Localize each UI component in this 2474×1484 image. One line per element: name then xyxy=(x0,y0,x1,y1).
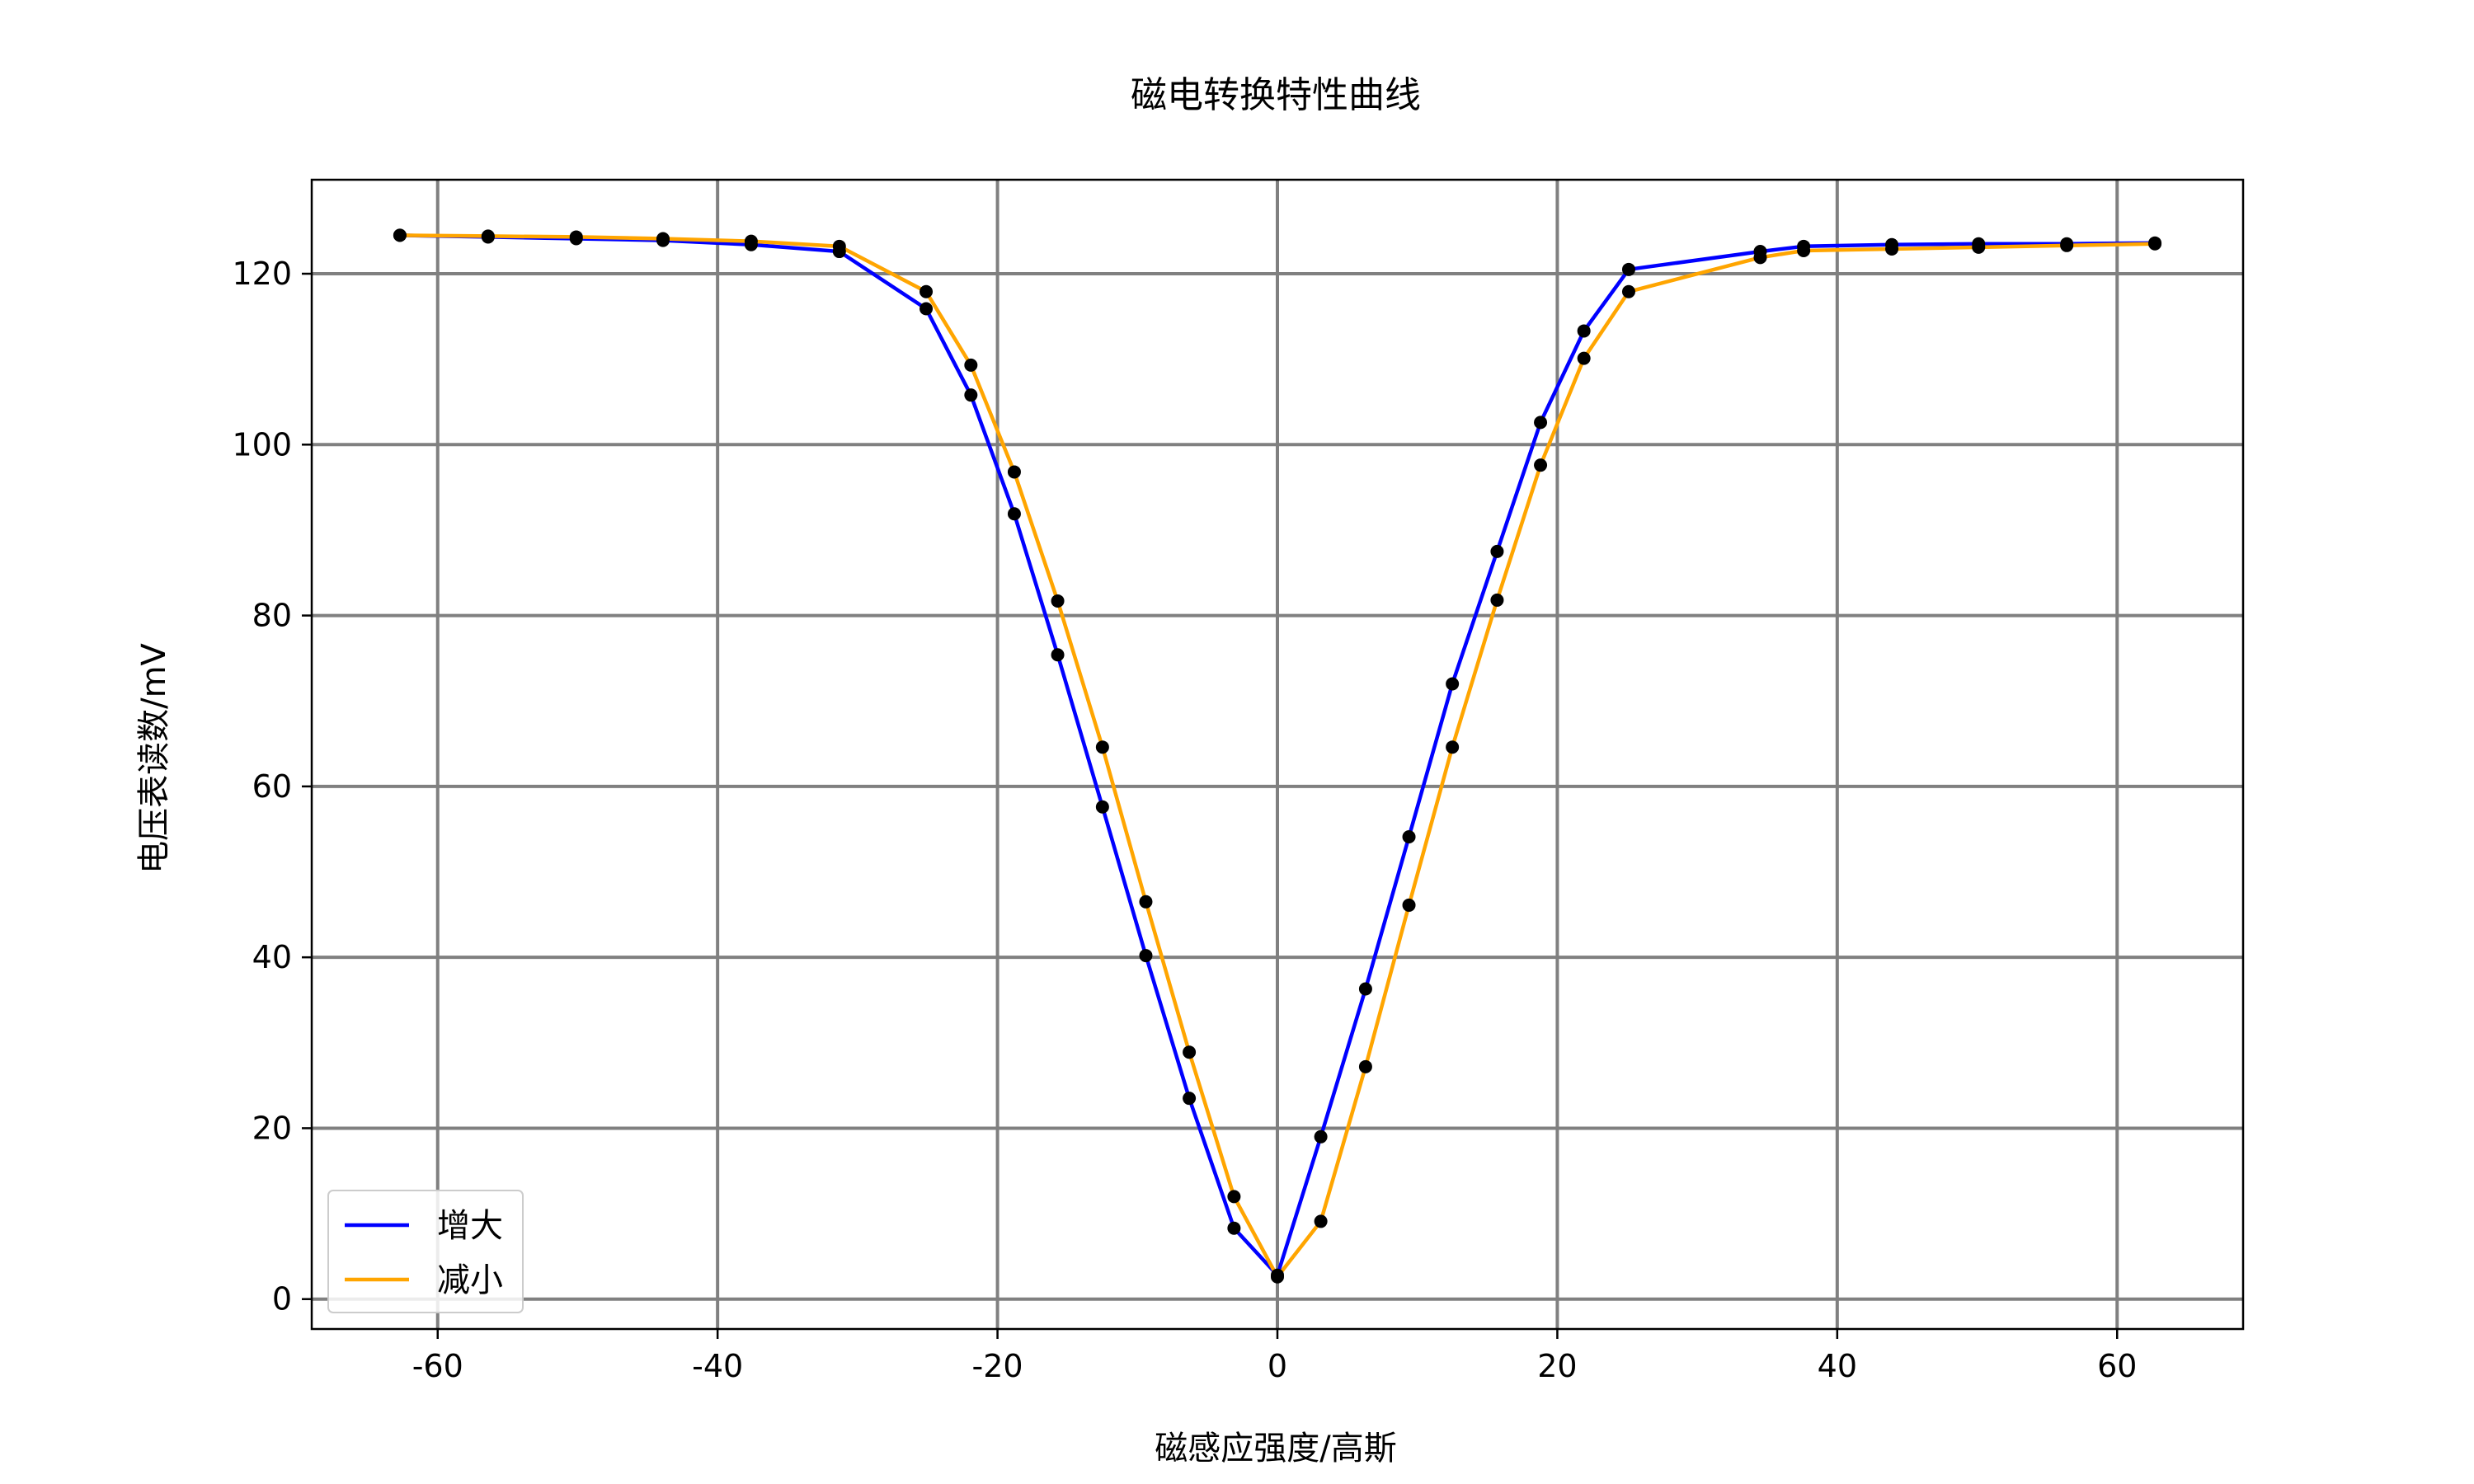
chart-title: 磁电转换特性曲线 xyxy=(1131,74,1421,116)
data-point xyxy=(1227,1190,1241,1204)
data-point xyxy=(1358,1059,1372,1073)
data-point xyxy=(1271,1270,1284,1284)
y-tick-label: 80 xyxy=(252,598,292,634)
x-tick-label: -40 xyxy=(692,1348,743,1384)
y-axis-label: 电压表读数/mV xyxy=(135,642,173,873)
data-point xyxy=(2148,237,2162,251)
grid xyxy=(312,180,2243,1329)
data-point xyxy=(1577,351,1591,365)
data-point xyxy=(1139,949,1153,963)
data-point xyxy=(1490,593,1504,607)
axis-ticks: -60 -40 -20 0 20 40 60 0 20 40 60 80 100 120 xyxy=(232,256,2137,1384)
x-tick-label: -60 xyxy=(412,1348,463,1384)
data-point xyxy=(656,232,670,246)
y-tick-label: 40 xyxy=(252,939,292,975)
data-point xyxy=(1314,1214,1328,1228)
data-point xyxy=(1490,544,1504,558)
data-markers xyxy=(393,228,2162,1284)
data-point xyxy=(1446,677,1460,691)
data-point xyxy=(964,358,978,372)
x-tick-label: 60 xyxy=(2097,1348,2137,1384)
data-point xyxy=(1358,982,1372,996)
data-point xyxy=(1577,324,1591,338)
data-point xyxy=(393,228,407,242)
data-point xyxy=(920,284,934,298)
data-point xyxy=(1183,1092,1197,1106)
y-tick-label: 20 xyxy=(252,1110,292,1146)
data-point xyxy=(1885,242,1899,256)
data-point xyxy=(744,234,758,248)
data-point xyxy=(832,239,846,253)
x-tick-label: 40 xyxy=(1818,1348,1857,1384)
data-point xyxy=(1446,740,1460,754)
data-point xyxy=(1402,898,1416,912)
data-point xyxy=(1621,262,1635,276)
data-point xyxy=(1007,465,1021,479)
data-point xyxy=(1753,251,1767,265)
data-point xyxy=(1051,648,1065,662)
data-point xyxy=(569,230,583,244)
y-tick-label: 120 xyxy=(232,256,292,292)
data-point xyxy=(1227,1221,1241,1235)
data-point xyxy=(1139,895,1153,909)
data-point xyxy=(481,229,495,243)
data-point xyxy=(1402,830,1416,844)
data-point xyxy=(1314,1129,1328,1144)
data-point xyxy=(1095,800,1109,814)
x-tick-label: 20 xyxy=(1537,1348,1577,1384)
data-point xyxy=(1621,284,1635,298)
x-axis-label: 磁感应强度/高斯 xyxy=(1155,1430,1396,1468)
data-point xyxy=(1972,240,1986,254)
data-point xyxy=(1797,244,1811,258)
data-point xyxy=(1183,1045,1197,1059)
data-point xyxy=(1534,416,1548,430)
legend-label: 增大 xyxy=(437,1207,503,1245)
data-point xyxy=(1051,594,1065,608)
y-tick-label: 0 xyxy=(272,1281,292,1317)
x-tick-label: 0 xyxy=(1268,1348,1287,1384)
data-point xyxy=(964,388,978,402)
y-tick-label: 60 xyxy=(252,768,292,805)
data-point xyxy=(1007,507,1021,521)
y-tick-label: 100 xyxy=(232,426,292,463)
x-tick-label: -20 xyxy=(972,1348,1023,1384)
legend-label: 减小 xyxy=(437,1261,503,1299)
data-point xyxy=(920,302,934,316)
legend-box xyxy=(327,1190,524,1313)
data-point xyxy=(1534,458,1548,472)
data-point xyxy=(2060,238,2074,252)
data-point xyxy=(1095,740,1109,754)
